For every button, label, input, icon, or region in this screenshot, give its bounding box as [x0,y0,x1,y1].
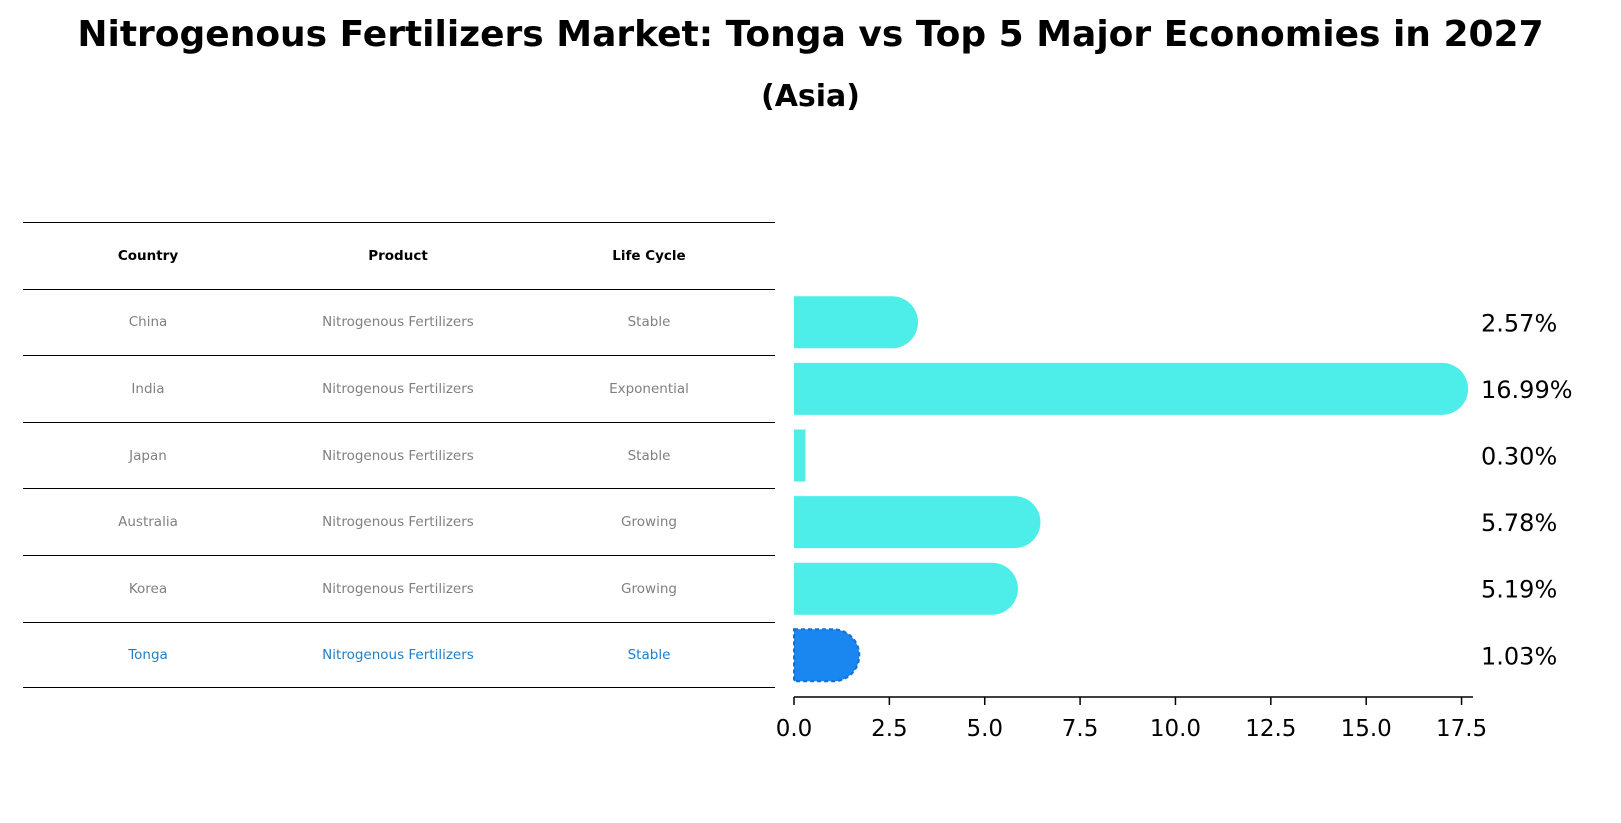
table-row-highlight: Tonga Nitrogenous Fertilizers Stable [23,621,775,689]
cell-product: Nitrogenous Fertilizers [322,580,474,597]
header-life-cycle: Life Cycle [612,247,686,264]
cell-life-cycle: Stable [627,447,671,464]
cell-product: Nitrogenous Fertilizers [322,646,474,663]
x-tick-label: 2.5 [871,716,908,742]
chart-title: Nitrogenous Fertilizers Market: Tonga vs… [77,14,1544,55]
x-tick-label: 7.5 [1062,716,1099,742]
cell-life-cycle: Growing [621,580,677,597]
value-label-japan: 0.30% [1481,443,1557,471]
x-tick-label: 15.0 [1341,716,1392,742]
cell-life-cycle: Growing [621,514,677,531]
table-row: Australia Nitrogenous Fertilizers Growin… [23,488,775,555]
table-row: Japan Nitrogenous Fertilizers Stable [23,421,775,489]
cell-country: Korea [128,580,168,597]
x-tick-label: 5.0 [966,716,1003,742]
bar-india [794,362,1469,415]
cell-country: Australia [118,514,178,531]
cell-life-cycle: Stable [627,314,671,331]
bar-australia [794,496,1041,549]
x-tick-label: 17.5 [1436,716,1487,742]
bar-japan [794,429,806,482]
header-product: Product [368,247,428,264]
cell-country: Japan [129,447,167,464]
table-header-row: Country Product Life Cycle [23,222,775,289]
cell-product: Nitrogenous Fertilizers [322,514,474,531]
value-label-india: 16.99% [1481,376,1573,404]
cell-life-cycle: Exponential [609,380,689,397]
value-label-tonga: 1.03% [1481,642,1557,670]
cell-country: China [128,314,168,331]
x-tick-label: 10.0 [1150,716,1201,742]
cell-product: Nitrogenous Fertilizers [322,380,474,397]
bar-korea [794,562,1018,615]
x-tick-label: 0.0 [776,716,813,742]
x-tick-label: 12.5 [1245,716,1296,742]
cell-product: Nitrogenous Fertilizers [322,314,474,331]
header-country: Country [117,247,179,264]
bar-china [794,296,919,349]
chart-subtitle: (Asia) [760,79,861,114]
cell-product: Nitrogenous Fertilizers [322,447,474,464]
bar-outline-tonga [793,628,861,683]
value-label-korea: 5.19% [1481,576,1557,604]
table-row: Korea Nitrogenous Fertilizers Growing [23,554,775,622]
table-row: India Nitrogenous Fertilizers Exponentia… [23,355,775,422]
cell-country: India [131,380,165,397]
bar-tonga [794,629,860,682]
cell-life-cycle: Stable [627,646,671,663]
data-table: Country Product Life Cycle China Nitroge… [23,222,775,689]
table-row: China Nitrogenous Fertilizers Stable [23,288,775,356]
value-label-australia: 5.78% [1481,509,1557,537]
cell-country: Tonga [128,646,168,663]
value-label-china: 2.57% [1481,309,1557,337]
